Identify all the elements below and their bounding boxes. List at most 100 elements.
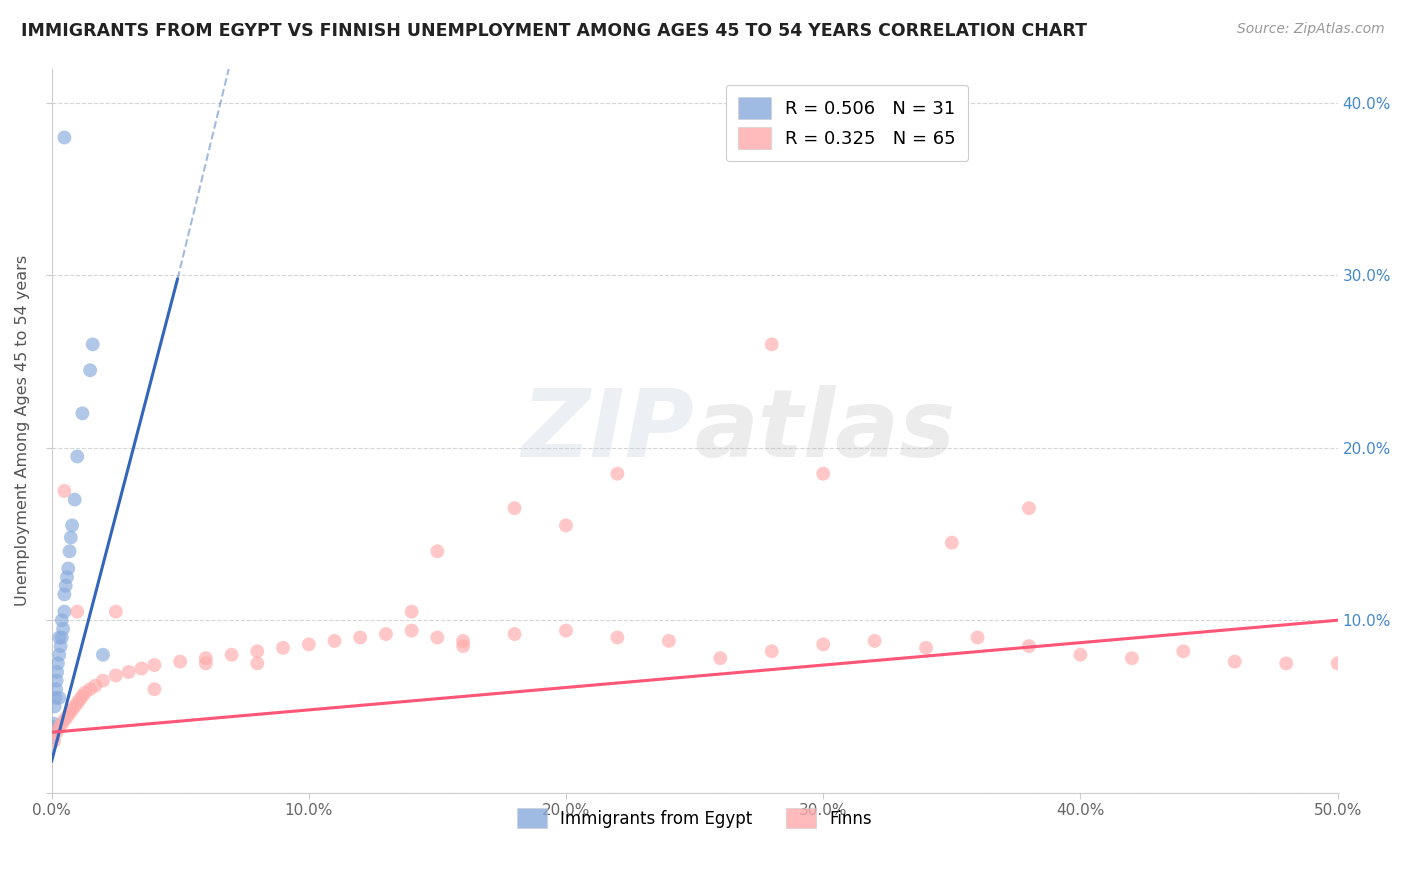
Point [72, 689, 94, 703]
Point [91, 673, 114, 688]
Point [49, 639, 72, 653]
Point [48, 631, 70, 645]
Point [503, 501, 526, 516]
Point [915, 640, 938, 655]
Point [401, 624, 423, 638]
Point [48, 690, 70, 705]
Point [51, 716, 73, 731]
Text: IMMIGRANTS FROM EGYPT VS FINNISH UNEMPLOYMENT AMONG AGES 45 TO 54 YEARS CORRELAT: IMMIGRANTS FROM EGYPT VS FINNISH UNEMPLO… [21, 22, 1087, 40]
Point [42, 716, 65, 731]
Point [1018, 501, 1040, 516]
Point [42, 720, 65, 734]
Point [52, 622, 75, 636]
Point [45, 682, 67, 697]
Point [66, 450, 89, 464]
Point [72, 406, 94, 420]
Point [118, 665, 141, 679]
Legend: Immigrants from Egypt, Finns: Immigrants from Egypt, Finns [510, 801, 879, 835]
Point [42, 731, 65, 745]
Point [374, 627, 396, 641]
Point [82, 337, 104, 351]
Point [53, 587, 76, 601]
Point [53, 130, 76, 145]
Point [58, 561, 80, 575]
Point [51, 613, 73, 627]
Point [79, 363, 101, 377]
Point [709, 651, 731, 665]
Point [73, 686, 96, 700]
Point [1121, 651, 1143, 665]
Point [658, 634, 681, 648]
Point [48, 720, 70, 734]
Point [63, 699, 86, 714]
Point [45, 673, 67, 688]
Point [55, 579, 77, 593]
Point [271, 640, 294, 655]
Point [1275, 657, 1298, 671]
Point [401, 605, 423, 619]
Point [221, 648, 243, 662]
Point [84, 679, 107, 693]
Point [451, 639, 474, 653]
Point [44, 690, 66, 705]
Point [58, 544, 80, 558]
Point [48, 648, 70, 662]
Text: Source: ZipAtlas.com: Source: ZipAtlas.com [1237, 22, 1385, 37]
Point [131, 661, 153, 675]
Point [349, 631, 371, 645]
Point [1069, 648, 1091, 662]
Point [194, 657, 217, 671]
Text: ZIP: ZIP [522, 384, 695, 476]
Point [169, 655, 191, 669]
Point [59, 531, 82, 545]
Point [1018, 639, 1040, 653]
Point [66, 605, 89, 619]
Point [606, 631, 628, 645]
Point [1326, 657, 1348, 671]
Point [761, 337, 783, 351]
Point [53, 483, 76, 498]
Point [1223, 655, 1246, 669]
Point [426, 631, 449, 645]
Point [503, 627, 526, 641]
Point [79, 682, 101, 697]
Point [69, 692, 91, 706]
Point [451, 634, 474, 648]
Point [56, 570, 79, 584]
Point [63, 492, 86, 507]
Point [51, 631, 73, 645]
Point [45, 725, 67, 739]
Point [246, 657, 269, 671]
Point [555, 624, 578, 638]
Point [42, 734, 65, 748]
Point [555, 518, 578, 533]
Point [811, 467, 834, 481]
Point [761, 644, 783, 658]
Point [246, 644, 269, 658]
Point [46, 657, 69, 671]
Point [863, 634, 886, 648]
Point [194, 651, 217, 665]
Point [811, 637, 834, 651]
Text: atlas: atlas [695, 384, 956, 476]
Y-axis label: Unemployment Among Ages 45 to 54 years: Unemployment Among Ages 45 to 54 years [15, 255, 30, 607]
Point [66, 696, 89, 710]
Point [323, 634, 346, 648]
Point [104, 668, 127, 682]
Point [44, 699, 66, 714]
Point [56, 710, 79, 724]
Point [1173, 644, 1195, 658]
Point [941, 535, 963, 549]
Point [143, 682, 166, 697]
Point [606, 467, 628, 481]
Point [46, 665, 69, 679]
Point [426, 544, 449, 558]
Point [53, 713, 76, 727]
Point [60, 518, 83, 533]
Point [60, 703, 83, 717]
Point [91, 648, 114, 662]
Point [966, 631, 988, 645]
Point [104, 605, 127, 619]
Point [143, 658, 166, 673]
Point [298, 637, 321, 651]
